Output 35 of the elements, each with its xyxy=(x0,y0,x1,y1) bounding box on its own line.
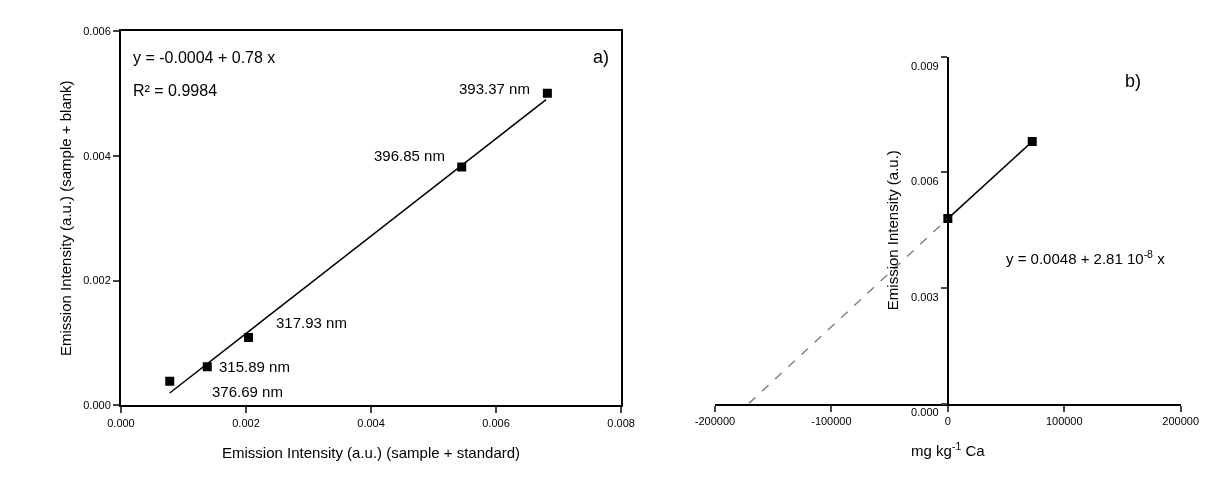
x-tick-label: 0.006 xyxy=(482,416,510,429)
annotation: y = -0.0004 + 0.78 x xyxy=(133,49,276,66)
annotation: a) xyxy=(593,47,610,67)
y-tick-label: 0.000 xyxy=(911,406,939,419)
y-tick-label: 0.009 xyxy=(911,59,939,72)
y-axis-title: Emission Intensity (a.u.) xyxy=(883,150,901,311)
x-axis-title: mg kg$^{-1}$ Ca xyxy=(911,439,986,460)
y-tick-label: 0.006 xyxy=(83,24,111,37)
annotation: 317.93 nm xyxy=(276,314,347,331)
y-tick-label: 0.002 xyxy=(83,274,111,287)
point xyxy=(542,88,552,98)
x-tick-label: 100000 xyxy=(1045,414,1083,427)
annotation: R² = 0.9984 xyxy=(133,82,218,99)
y-axis-title: Emission Intensity (a.u.) (sample + blank) xyxy=(57,80,74,356)
x-tick-label: 0 xyxy=(944,414,951,427)
x-tick-label: 200000 xyxy=(1162,414,1200,427)
point xyxy=(165,376,175,386)
x-tick-label: -100000 xyxy=(811,414,852,427)
y-tick-label: 0.003 xyxy=(911,290,939,303)
x-tick-label: -200000 xyxy=(694,414,736,427)
x-axis-title: Emission Intensity (a.u.) (sample + standard) xyxy=(222,444,521,462)
annotation: 315.89 nm xyxy=(219,358,290,375)
annotation: b) xyxy=(1125,71,1142,91)
point xyxy=(244,332,254,342)
annotation: y = 0.0048 + 2.81 10$^{-8}$ x xyxy=(1006,248,1166,268)
y-tick-label: 0.004 xyxy=(83,149,111,162)
annotation: 393.37 nm xyxy=(459,80,530,97)
annotation: 396.85 nm xyxy=(374,147,445,164)
x-tick-label: 0.000 xyxy=(107,416,135,429)
x-tick-label: 0.004 xyxy=(357,416,385,429)
annotation: 376.69 nm xyxy=(212,383,283,400)
y-tick-label: 0.006 xyxy=(911,175,939,188)
y-tick-label: 0.000 xyxy=(83,399,111,412)
x-tick-label: 0.002 xyxy=(232,416,260,429)
x-tick-label: 0.008 xyxy=(607,416,635,429)
